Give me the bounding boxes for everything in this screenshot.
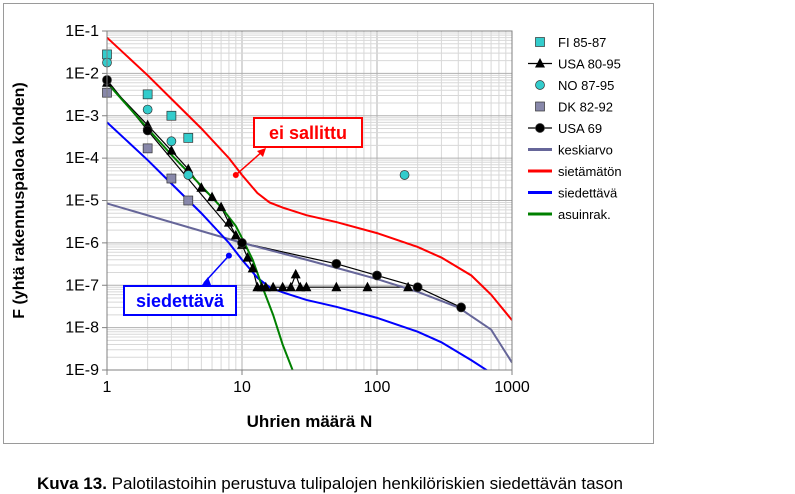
series-line-usa-80-95 (107, 82, 409, 288)
legend-label-asuinrak-: asuinrak. (558, 207, 611, 222)
point-usa-80-95 (196, 182, 207, 192)
series-line-sietämätön (107, 36, 512, 321)
caption-label: Kuva 13. (37, 474, 107, 493)
annotation-point-siedettava (225, 252, 232, 259)
point-usa-80-95 (216, 201, 227, 212)
point-no-87-95 (166, 136, 177, 147)
point-usa-69 (456, 302, 466, 313)
series-line-usa-69 (107, 79, 462, 308)
point-usa-80-95 (290, 268, 301, 279)
point-dk-82-92 (142, 143, 153, 154)
point-dk-82-92 (183, 195, 194, 206)
legend-label-no-87-95: NO 87-95 (558, 78, 614, 93)
figure-caption: Kuva 13. Palotilastoihin perustuva tulip… (37, 474, 623, 494)
point-usa-80-95 (166, 145, 177, 155)
legend-label-keskiarvo: keskiarvo (558, 143, 613, 158)
x-tick-label: 10 (233, 379, 251, 396)
series-line-asuinrak- (107, 82, 294, 370)
y-tick-label: 1E-8 (65, 320, 99, 337)
x-axis-label: Uhrien määrä N (247, 412, 373, 431)
legend-label-siedettävä: siedettävä (558, 186, 618, 201)
legend-label-usa-69: USA 69 (558, 121, 602, 136)
point-usa-80-95 (242, 252, 253, 262)
x-tick-label: 1 (103, 379, 112, 396)
point-usa-69 (412, 282, 423, 293)
legend: FI 85-87 USA 80-95 NO 87-95 DK 82-92 USA 69 k… (528, 35, 622, 222)
point-fi-85-87 (142, 89, 153, 100)
point-dk-82-92 (166, 173, 177, 184)
point-fi-85-87 (166, 110, 177, 121)
caption-text: Palotilastoihin perustuva tulipalojen he… (111, 474, 623, 493)
point-usa-80-95 (285, 281, 296, 292)
y-tick-label: 1E-2 (65, 65, 99, 82)
y-tick-label: 1E-3 (65, 108, 99, 125)
point-usa-80-95 (277, 281, 288, 292)
legend-marker-fi-85-87 (535, 37, 545, 47)
annotation-siedettava: siedettävä (136, 291, 225, 311)
legend-label-usa-80-95: USA 80-95 (558, 57, 621, 72)
chart-frame: 1 10 100 1000 1E-9 1E-8 1E-7 1E-6 1E-5 1E-4 1E-3 1E… (3, 3, 654, 444)
point-usa-80-95 (247, 262, 258, 273)
point-usa-80-95 (362, 281, 373, 292)
point-usa-80-95 (403, 281, 414, 292)
annotation-box-ei-sallittu (253, 117, 363, 148)
grid (106, 31, 512, 371)
annotation-point-ei-sallittu (232, 171, 239, 178)
point-usa-69 (331, 258, 342, 269)
y-tick-label: 1E-4 (65, 150, 99, 167)
point-usa-80-95 (230, 229, 241, 240)
y-axis-label: F (yhtä rakennuspaloa kohden) (11, 82, 28, 318)
point-usa-69 (142, 125, 153, 136)
point-no-87-95 (183, 170, 194, 180)
y-tick-label: 1E-5 (65, 193, 99, 210)
x-tick-label: 1000 (494, 379, 530, 396)
tick-labels: 1 10 100 1000 1E-9 1E-8 1E-7 1E-6 1E-5 1E-4 1E-3 1E… (65, 23, 530, 396)
point-usa-80-95 (268, 281, 279, 292)
legend-marker-usa-80-95 (535, 58, 545, 68)
annotation-arrowhead-siedettava (202, 277, 211, 285)
point-no-87-95 (399, 170, 410, 180)
y-tick-label: 1E-7 (65, 277, 99, 294)
legend-label-dk-82-92: DK 82-92 (558, 100, 613, 115)
chart: 1 10 100 1000 1E-9 1E-8 1E-7 1E-6 1E-5 1E-4 1E-3 1E… (11, 23, 622, 431)
annotation-ei-sallittu: ei sallittu (269, 123, 347, 143)
point-usa-80-95 (260, 281, 271, 292)
legend-marker-no-87-95 (535, 80, 545, 90)
y-tick-label: 1E-1 (65, 23, 99, 40)
point-usa-80-95 (223, 217, 234, 227)
point-usa-80-95 (331, 281, 342, 292)
legend-label-sietämätön: sietämätön (558, 164, 622, 179)
series-lines (107, 36, 512, 370)
annotation-arrowhead-ei-sallittu (257, 148, 266, 157)
annotation-arrow-ei-sallittu (235, 149, 265, 176)
point-no-87-95 (142, 104, 153, 115)
point-usa-80-95 (301, 281, 312, 292)
point-usa-69 (237, 238, 247, 248)
legend-marker-usa-69 (535, 123, 545, 133)
y-tick-label: 1E-9 (65, 362, 99, 379)
point-fi-85-87 (183, 133, 194, 143)
legend-marker-dk-82-92 (535, 101, 545, 112)
x-tick-label: 100 (364, 379, 391, 396)
point-usa-69 (372, 270, 382, 281)
point-usa-80-95 (183, 163, 194, 174)
legend-label-fi-85-87: FI 85-87 (558, 35, 606, 50)
annotations: ei sallittu siedettävä (123, 117, 363, 316)
y-tick-label: 1E-6 (65, 235, 99, 252)
point-usa-80-95 (207, 191, 218, 202)
series-line-keskiarvo (107, 202, 512, 364)
annotation-box-siedettava (123, 285, 237, 316)
